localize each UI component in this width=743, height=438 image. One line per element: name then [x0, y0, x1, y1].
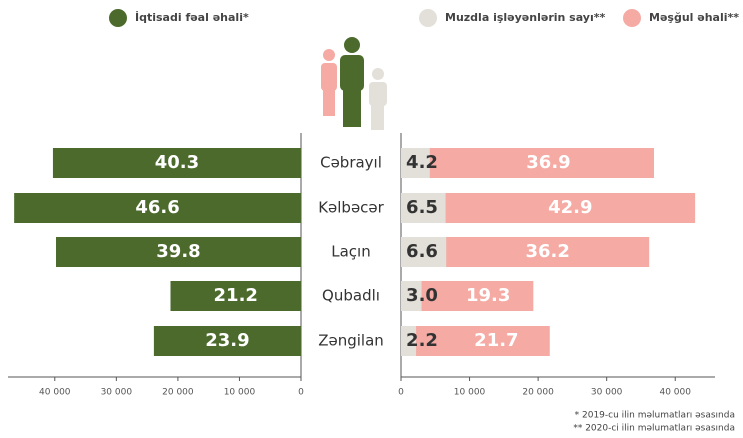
- x-tick-label: 0: [398, 388, 404, 398]
- category-label: Laçın: [331, 243, 370, 261]
- value-label: 23.9: [205, 330, 249, 351]
- value-label: 19.3: [466, 285, 510, 306]
- category-label: Kəlbəcər: [318, 199, 384, 217]
- bar: [401, 326, 550, 356]
- bar: [401, 193, 446, 223]
- bar: [401, 237, 447, 267]
- bar: [401, 148, 430, 178]
- people-icon: [321, 37, 387, 130]
- x-tick-label: 40 000: [659, 388, 691, 398]
- bar: [401, 281, 534, 311]
- value-label: 36.2: [526, 241, 570, 262]
- category-label: Cəbrayıl: [320, 154, 382, 172]
- x-tick-label: 20 000: [162, 388, 194, 398]
- legend-swatch: [623, 9, 641, 27]
- value-label: 46.6: [135, 197, 179, 218]
- bar: [153, 326, 301, 356]
- bar: [170, 281, 301, 311]
- value-label: 2.2: [406, 330, 438, 351]
- legend-label: İqtisadi fəal əhali*: [135, 10, 249, 24]
- value-label: 4.2: [406, 152, 438, 173]
- bar: [14, 193, 302, 223]
- bar: [401, 326, 417, 356]
- x-tick-label: 20 000: [522, 388, 554, 398]
- value-label: 21.2: [214, 285, 258, 306]
- x-tick-label: 10 000: [224, 388, 256, 398]
- x-tick-label: 30 000: [101, 388, 133, 398]
- bar: [401, 148, 654, 178]
- category-label: Qubadlı: [322, 287, 380, 305]
- bar: [56, 237, 301, 267]
- x-tick-label: 30 000: [591, 388, 623, 398]
- x-tick-label: 40 000: [39, 388, 71, 398]
- bar: [401, 193, 696, 223]
- footnote: ** 2020-ci ilin məlumatları əsasında: [573, 424, 735, 434]
- x-tick-label: 10 000: [454, 388, 486, 398]
- legend-label: Məşğul əhali**: [649, 11, 739, 24]
- legend-label: Muzdla işləyənlərin sayı**: [445, 11, 605, 24]
- value-label: 6.5: [406, 197, 438, 218]
- bar: [52, 148, 301, 178]
- value-label: 42.9: [548, 197, 592, 218]
- value-label: 36.9: [526, 152, 570, 173]
- value-label: 3.0: [406, 285, 438, 306]
- x-tick-label: 0: [298, 388, 304, 398]
- value-label: 39.8: [156, 241, 200, 262]
- legend-swatch: [109, 9, 127, 27]
- value-label: 6.6: [406, 241, 438, 262]
- category-label: Zəngilan: [318, 332, 384, 350]
- bar: [401, 281, 422, 311]
- value-label: 40.3: [155, 152, 199, 173]
- footnote: * 2019-cu ilin məlumatları əsasında: [575, 411, 735, 421]
- legend-swatch: [419, 9, 437, 27]
- value-label: 21.7: [474, 330, 518, 351]
